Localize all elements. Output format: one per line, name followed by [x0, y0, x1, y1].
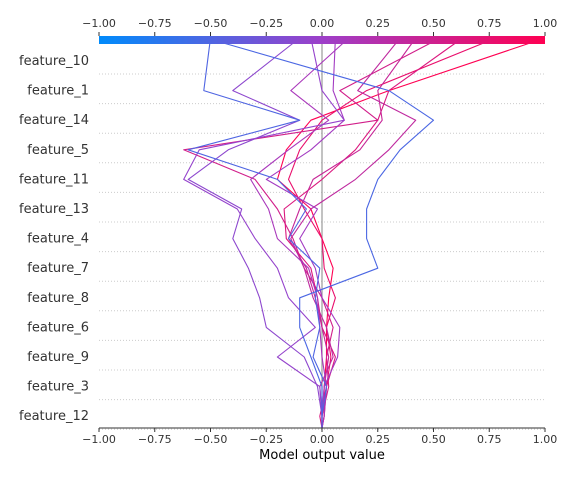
- top-tick-label: −0.25: [249, 17, 283, 30]
- top-tick-label: 0.00: [310, 17, 335, 30]
- decision-line: [205, 37, 435, 428]
- decision-line: [187, 37, 323, 428]
- feature-label: feature_13: [19, 202, 89, 217]
- x-axis-title: Model output value: [259, 448, 385, 463]
- decision-lines: [183, 37, 546, 429]
- top-tick-label: 0.50: [421, 17, 446, 30]
- feature-label: feature_6: [27, 320, 89, 335]
- feature-label: feature_11: [19, 172, 89, 187]
- top-tick-label: −0.75: [138, 17, 172, 30]
- bottom-tick-label: −0.50: [194, 433, 228, 446]
- bottom-tick-label: −1.00: [82, 433, 116, 446]
- feature-label: feature_1: [27, 84, 89, 99]
- top-axis: −1.00 −0.75 −0.50 −0.25 0.00 0.25 0.50 0.75 1.00: [82, 17, 557, 36]
- top-tick-label: 1.00: [533, 17, 558, 30]
- feature-label: feature_4: [27, 232, 89, 247]
- decision-line: [265, 37, 345, 428]
- feature-label: feature_10: [19, 54, 89, 69]
- bottom-tick-label: 0.50: [421, 433, 446, 446]
- colorbar: [99, 36, 545, 44]
- decision-line: [250, 37, 350, 429]
- decision-line: [187, 37, 328, 428]
- bottom-axis: −1.00 −0.75 −0.50 −0.25 0.00 0.25 0.50 0.75 1.00: [82, 427, 558, 446]
- feature-label: feature_7: [27, 261, 89, 276]
- bottom-tick-label: 0.75: [477, 433, 502, 446]
- bottom-tick-label: 0.25: [366, 433, 391, 446]
- bottom-tick-label: 0.00: [310, 433, 335, 446]
- top-tick-label: −0.50: [194, 17, 228, 30]
- decision-line: [283, 37, 463, 429]
- top-tick-label: 0.75: [477, 17, 502, 30]
- feature-label: feature_12: [19, 409, 89, 424]
- feature-label: feature_9: [27, 350, 89, 365]
- decision-line: [183, 37, 345, 428]
- top-tick-label: −1.00: [82, 17, 116, 30]
- feature-label: feature_5: [27, 143, 89, 158]
- decision-line: [290, 37, 417, 428]
- bottom-tick-label: −0.25: [249, 433, 283, 446]
- feature-label: feature_14: [19, 113, 89, 128]
- top-tick-label: 0.25: [366, 17, 391, 30]
- feature-label: feature_3: [27, 380, 89, 395]
- bottom-tick-label: 1.00: [533, 433, 558, 446]
- bottom-tick-label: −0.75: [138, 433, 172, 446]
- feature-labels: feature_10 feature_1 feature_14 feature_5fe…: [19, 54, 89, 424]
- feature-label: feature_8: [27, 291, 89, 306]
